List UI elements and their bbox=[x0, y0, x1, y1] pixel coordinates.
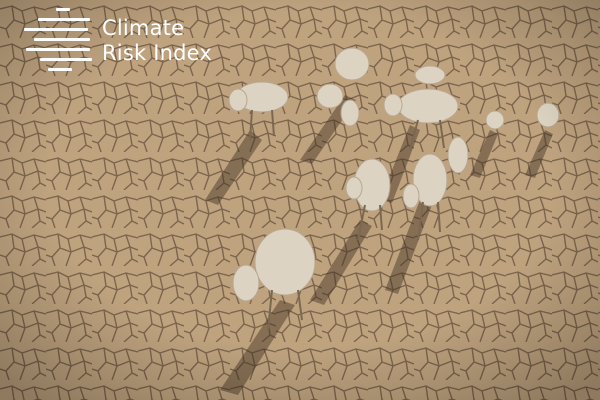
logo-line-risk-index: Risk Index bbox=[102, 41, 213, 65]
logo-line-climate: Climate bbox=[102, 16, 185, 40]
stacked-lines-logo-icon bbox=[24, 4, 94, 76]
climate-risk-index-logo: Climate Risk Index bbox=[24, 4, 244, 76]
logo-text: Climate Risk Index bbox=[102, 16, 212, 66]
